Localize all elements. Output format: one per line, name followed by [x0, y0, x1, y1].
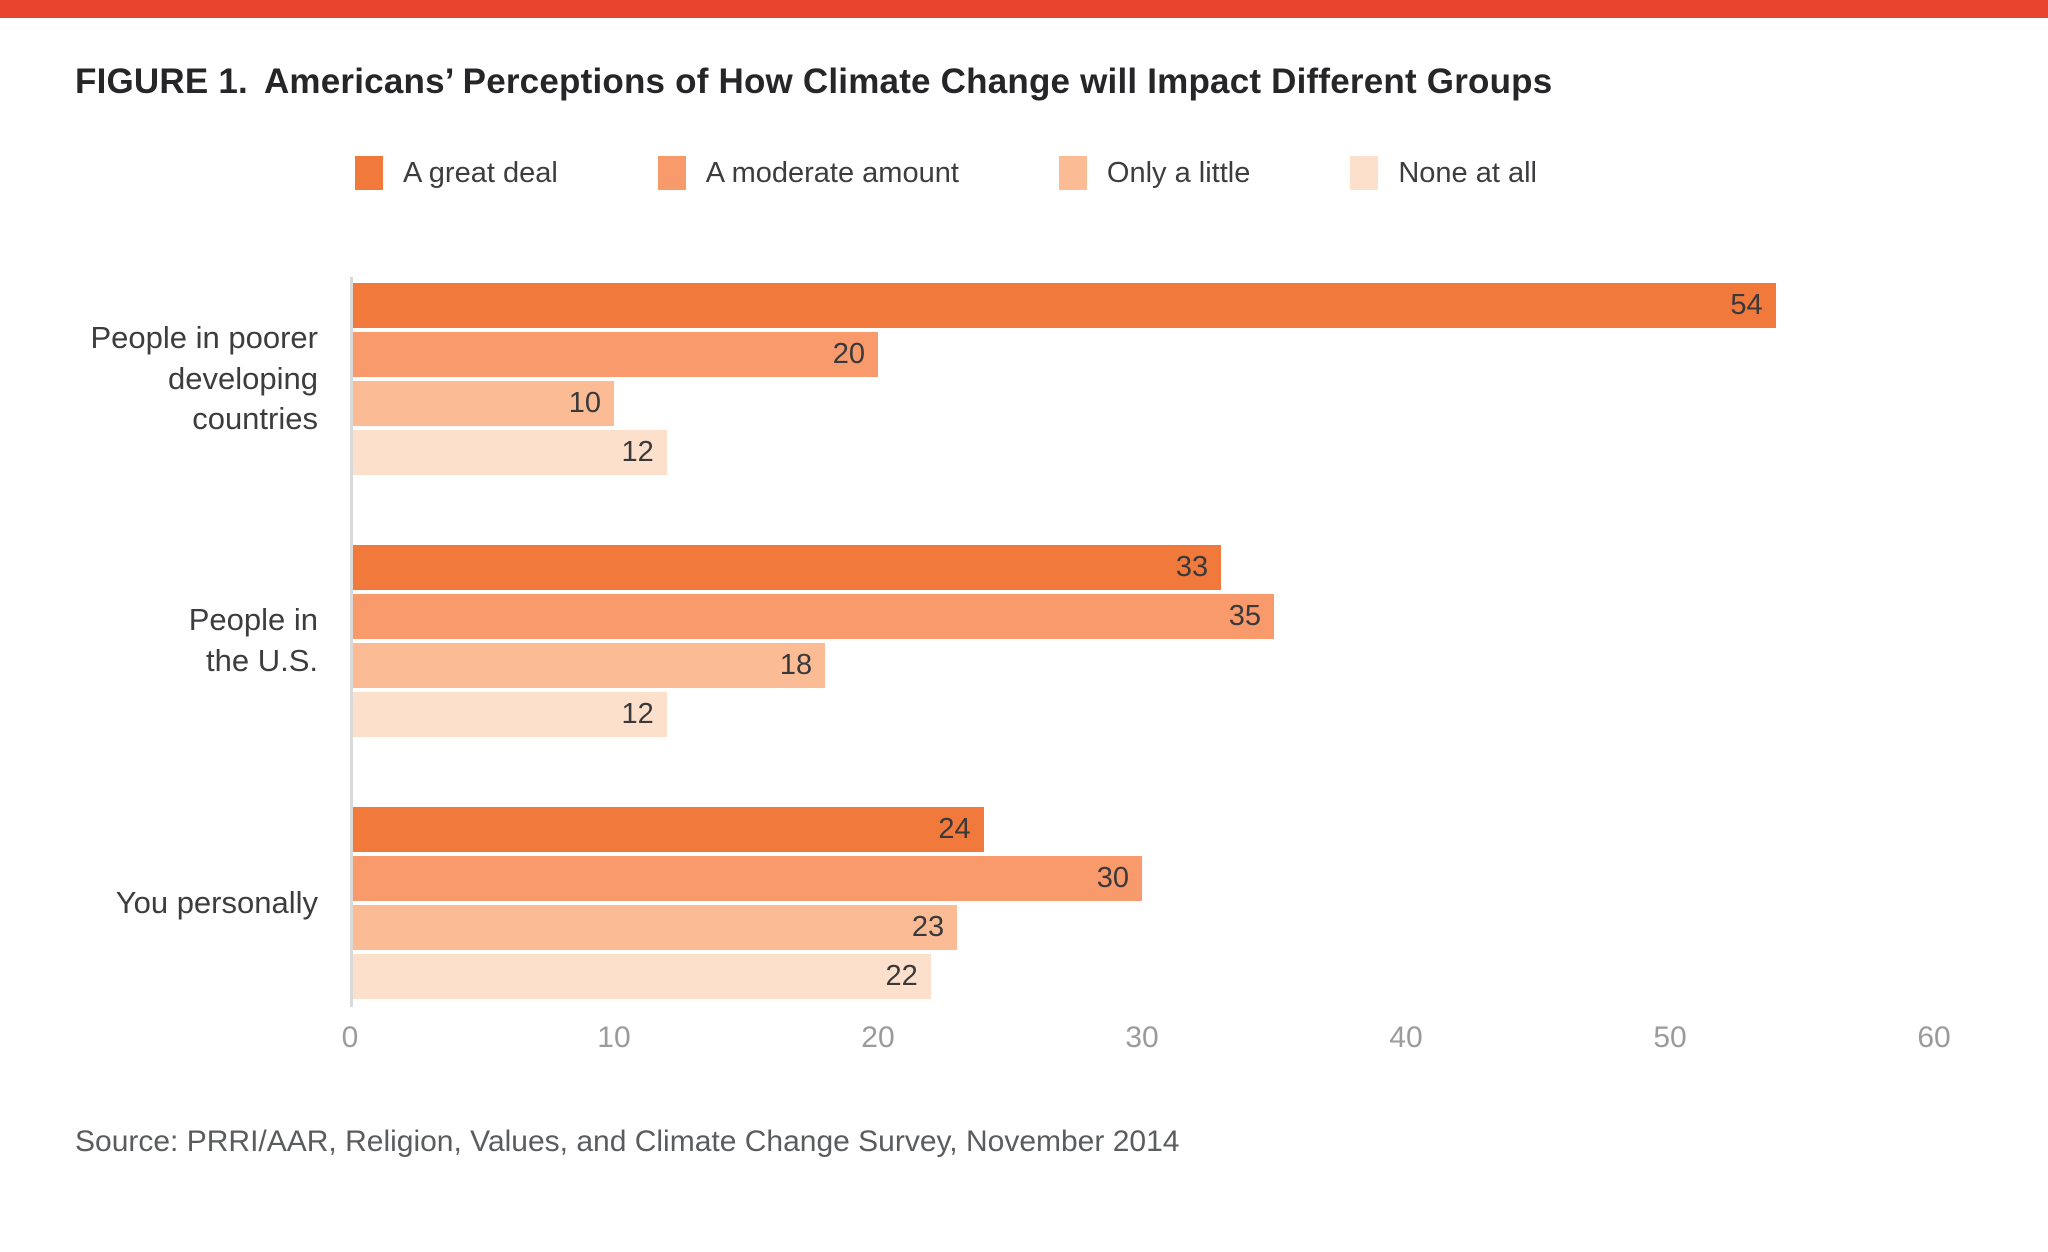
bar: 30 [350, 856, 1142, 901]
bar: 54 [350, 283, 1776, 328]
bar-row: 12 [350, 430, 1934, 475]
bar: 12 [350, 430, 667, 475]
legend-item-none-at-all: None at all [1350, 156, 1537, 190]
x-axis-tick-label: 20 [861, 1021, 895, 1054]
legend-label: Only a little [1106, 156, 1251, 189]
bar: 24 [350, 807, 984, 852]
figure-number-label: FIGURE 1. [75, 62, 248, 101]
top-accent-bar [0, 0, 2048, 18]
x-axis-tick-label: 50 [1653, 1021, 1687, 1054]
bar-value-label: 12 [621, 698, 654, 730]
bar-value-label: 30 [1096, 862, 1129, 894]
bar: 12 [350, 692, 667, 737]
legend-label: A moderate amount [705, 156, 959, 189]
legend-label: A great deal [403, 156, 558, 189]
legend-swatch-great-deal [355, 156, 383, 190]
bar-value-label: 12 [621, 436, 654, 468]
bar-value-label: 24 [938, 813, 971, 845]
bar: 10 [350, 381, 614, 426]
bar-value-label: 35 [1228, 600, 1261, 632]
bar-row: 33 [350, 545, 1934, 590]
legend-swatch-only-a-little [1058, 156, 1087, 190]
bar: 23 [350, 905, 958, 950]
bar-row: 23 [350, 905, 1934, 950]
figure-title-text: Americans’ Perceptions of How Climate Ch… [263, 62, 1553, 101]
x-axis: 0 10 20 30 40 50 60 [342, 1021, 1951, 1059]
legend-swatch-none-at-all [1350, 156, 1379, 190]
x-axis-tick-label: 30 [1125, 1021, 1159, 1054]
bar-row: 35 [350, 594, 1934, 639]
bar-row: 24 [350, 807, 1934, 852]
bar-row: 22 [350, 954, 1934, 999]
legend-item-moderate-amount: A moderate amount [657, 156, 959, 190]
bar-group: People in the U.S. 33 35 18 12 [0, 545, 1934, 737]
bar-group: You personally 24 30 23 22 [0, 807, 1934, 999]
bar-value-label: 20 [832, 338, 865, 370]
bar: 20 [350, 332, 878, 377]
bar-row: 10 [350, 381, 1934, 426]
chart-legend: A great deal A moderate amount Only a li… [355, 156, 2048, 190]
bar-value-label: 23 [911, 911, 945, 943]
y-axis-line [350, 277, 353, 1007]
bar-value-label: 10 [568, 387, 601, 419]
bar-value-label: 22 [885, 960, 918, 992]
bar-row: 18 [350, 643, 1934, 688]
category-label: People in poorer developing countries [90, 319, 319, 437]
bar: 33 [350, 545, 1222, 590]
bar-row: 20 [350, 332, 1934, 377]
legend-item-great-deal: A great deal [355, 156, 558, 190]
bar: 18 [350, 643, 826, 688]
bar-chart: People in poorer developing countries 54 2… [0, 277, 2048, 1007]
bar-stack: 33 35 18 12 [350, 545, 1934, 737]
x-axis-tick-label: 60 [1917, 1021, 1951, 1054]
bar-value-label: 18 [779, 649, 813, 681]
source-attribution: Source: PRRI/AAR, Religion, Values, and … [75, 1125, 1180, 1158]
category-label: People in the U.S. [188, 602, 318, 678]
bar-stack: 24 30 23 22 [350, 807, 1934, 999]
bar-group: People in poorer developing countries 54 2… [0, 283, 1934, 475]
x-axis-tick-label: 40 [1389, 1021, 1423, 1054]
bar-value-label: 54 [1730, 289, 1763, 321]
legend-item-only-a-little: Only a little [1058, 156, 1251, 190]
bar-stack: 54 20 10 12 [350, 283, 1934, 475]
bar-row: 54 [350, 283, 1934, 328]
legend-label: None at all [1398, 156, 1538, 189]
figure-title: FIGURE 1. Americans’ Perceptions of How C… [75, 62, 2048, 102]
bar: 35 [350, 594, 1274, 639]
x-axis-tick-label: 10 [597, 1021, 631, 1054]
x-axis-tick-label: 0 [341, 1021, 359, 1054]
bar-row: 30 [350, 856, 1934, 901]
legend-swatch-moderate-amount [657, 156, 686, 190]
bar-row: 12 [350, 692, 1934, 737]
plot-area: People in poorer developing countries 54 2… [0, 283, 1934, 999]
category-label: You personally [115, 884, 318, 920]
bar-value-label: 33 [1175, 551, 1209, 583]
bar: 22 [350, 954, 931, 999]
